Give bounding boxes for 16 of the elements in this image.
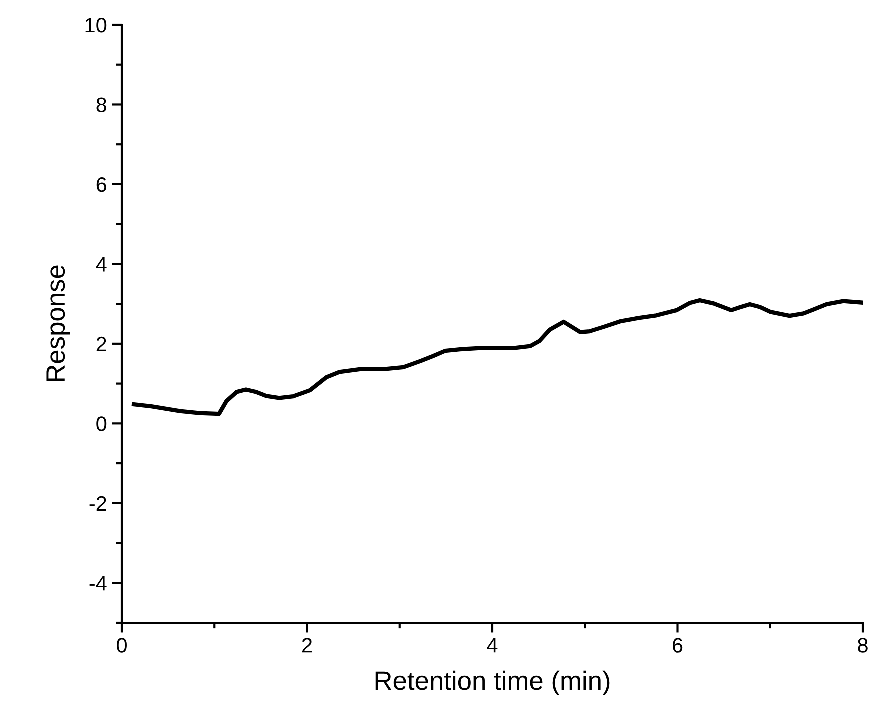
y-tick-label: 10 <box>86 18 107 33</box>
y-tick-label: 8 <box>96 98 107 112</box>
y-tick-label: -4 <box>90 576 107 591</box>
y-tick-label: 2 <box>96 336 106 352</box>
x-tick-label: 2 <box>302 638 312 653</box>
x-tick-label: 4 <box>487 638 498 653</box>
x-tick-label: 6 <box>673 638 683 653</box>
x-tick-label: 0 <box>117 638 127 653</box>
y-tick-label: 0 <box>96 416 107 432</box>
y-tick-label: -2 <box>90 496 106 511</box>
y-axis-title: Response <box>46 266 70 382</box>
line-series <box>132 298 863 416</box>
x-tick-label: 8 <box>858 638 868 653</box>
y-tick-label: 6 <box>96 177 106 192</box>
x-axis-title: Retention time (min) <box>376 670 610 696</box>
y-tick-label: 4 <box>96 257 107 272</box>
